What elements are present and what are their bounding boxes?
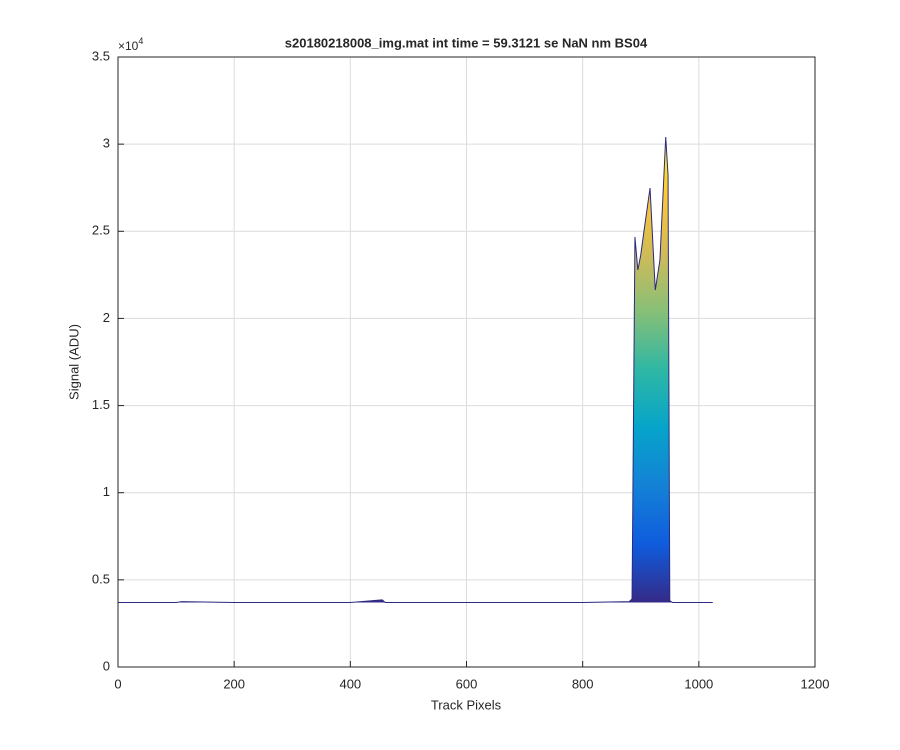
axes-box bbox=[117, 56, 816, 668]
x-tick-label: 1000 bbox=[684, 676, 713, 691]
x-tick-label: 400 bbox=[339, 676, 361, 691]
y-tick-label: 0.5 bbox=[92, 571, 110, 586]
y-tick-label: 2.5 bbox=[92, 223, 110, 238]
surface-area bbox=[118, 136, 713, 603]
x-tick-label: 200 bbox=[223, 676, 245, 691]
y-tick-label: 1 bbox=[103, 484, 110, 499]
y-axis-label: Signal (ADU) bbox=[66, 324, 81, 400]
y-tick-label: 1.5 bbox=[92, 397, 110, 412]
chart-title: s20180218008_img.mat int time = 59.3121 … bbox=[285, 35, 648, 50]
y-tick-label: 3.5 bbox=[92, 48, 110, 63]
y-multiplier-exponent: 4 bbox=[138, 36, 143, 46]
x-tick-label: 600 bbox=[456, 676, 478, 691]
x-tick-label: 800 bbox=[572, 676, 594, 691]
surface-line bbox=[118, 136, 713, 604]
y-multiplier-base: ×10 bbox=[118, 39, 139, 53]
y-multiplier: ×104 bbox=[118, 36, 143, 53]
y-tick-label: 0 bbox=[103, 658, 110, 673]
x-axis-label: Track Pixels bbox=[431, 697, 502, 712]
y-tick-label: 3 bbox=[103, 136, 110, 151]
x-tick-label: 0 bbox=[114, 676, 121, 691]
x-tick-label: 1200 bbox=[801, 676, 830, 691]
y-tick-label: 2 bbox=[103, 310, 110, 325]
